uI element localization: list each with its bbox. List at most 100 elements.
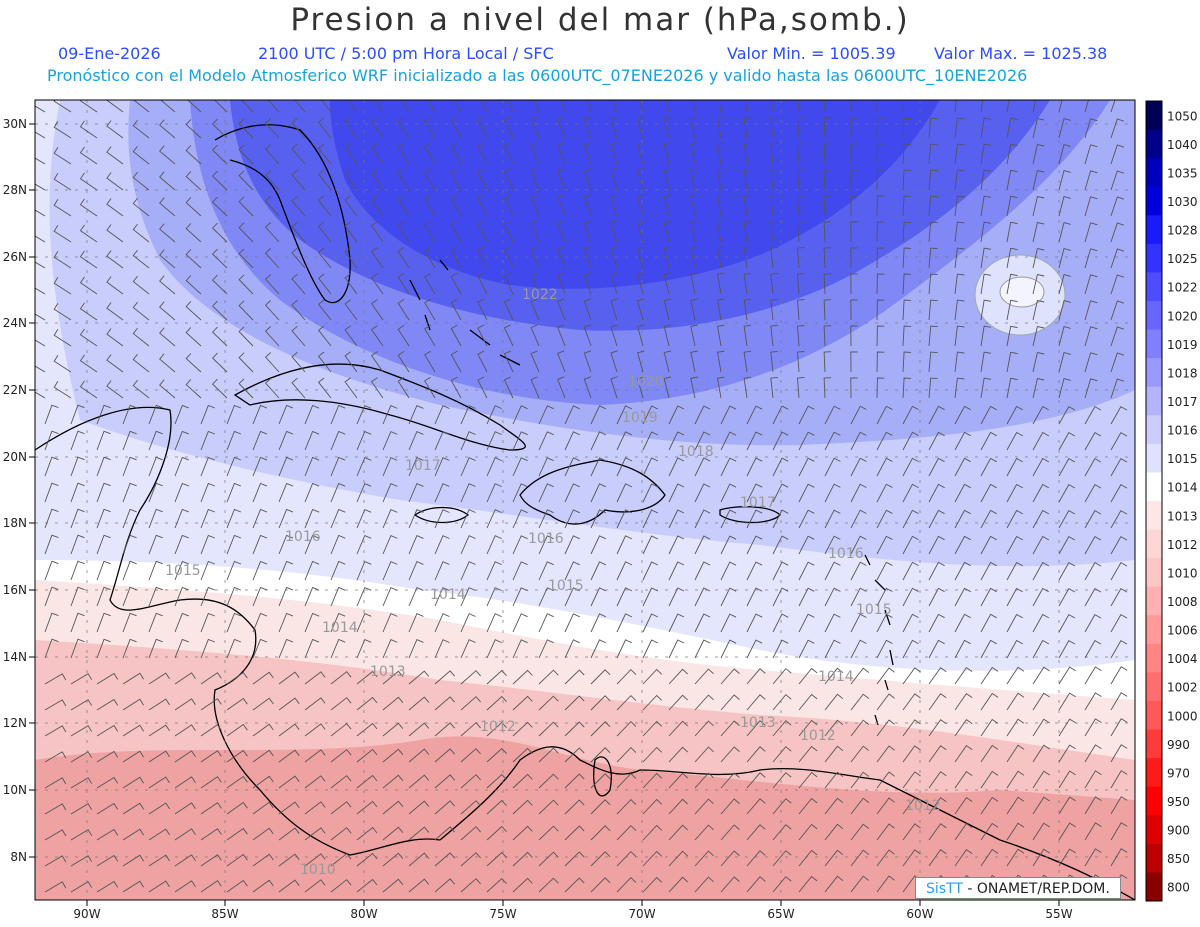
wind-barb bbox=[356, 483, 372, 503]
wind-barb bbox=[264, 274, 280, 295]
wind-barb bbox=[148, 750, 170, 763]
wind-barb bbox=[44, 699, 67, 711]
wind-barb bbox=[1006, 221, 1018, 243]
wind-barb bbox=[590, 561, 606, 581]
wind-barb bbox=[370, 221, 384, 243]
wind-barb bbox=[1032, 325, 1045, 347]
wind-barb bbox=[174, 698, 196, 711]
wind-barb bbox=[928, 613, 945, 633]
wind-barb bbox=[408, 826, 430, 841]
wind-barb bbox=[557, 246, 566, 269]
wind-barb bbox=[690, 376, 698, 399]
wind-barb bbox=[132, 145, 150, 165]
wind-barb bbox=[35, 313, 46, 321]
wind-barb bbox=[746, 720, 766, 737]
wind-barb bbox=[460, 613, 476, 633]
wind-barb bbox=[850, 405, 867, 425]
wind-barb bbox=[797, 325, 805, 347]
wind-barb bbox=[480, 100, 488, 113]
wind-barb bbox=[746, 824, 766, 841]
wind-barb bbox=[503, 246, 514, 269]
wind-barb bbox=[850, 117, 858, 139]
wind-barb bbox=[330, 534, 346, 555]
wind-barb bbox=[132, 353, 150, 373]
wind-barb bbox=[772, 850, 792, 867]
contour-label: 1016 bbox=[828, 546, 864, 562]
wind-barb bbox=[637, 350, 645, 373]
wind-barb bbox=[238, 378, 254, 399]
wind-barb bbox=[477, 220, 488, 243]
lake-maracaibo bbox=[593, 756, 612, 797]
wind-barb bbox=[356, 826, 378, 841]
wind-barb bbox=[1006, 639, 1024, 659]
wind-barb bbox=[720, 587, 737, 607]
wind-barb bbox=[928, 483, 945, 503]
legend-swatch bbox=[1146, 586, 1162, 616]
wind-barb bbox=[132, 327, 150, 347]
wind-barb bbox=[1058, 822, 1076, 841]
wind-barb bbox=[344, 221, 358, 243]
wind-barb bbox=[1006, 796, 1025, 815]
wind-barb bbox=[823, 169, 832, 191]
wind-barb bbox=[823, 117, 832, 139]
credit-box: SisTT - ONAMET/REP.DOM. bbox=[915, 877, 1121, 899]
wind-barb bbox=[1084, 639, 1102, 659]
wind-barb bbox=[610, 376, 618, 399]
wind-barb bbox=[530, 220, 540, 243]
wind-barb bbox=[1006, 692, 1025, 711]
wind-barb bbox=[694, 457, 711, 477]
wind-barb bbox=[902, 273, 912, 295]
wind-barb bbox=[1110, 274, 1125, 295]
wind-barb bbox=[954, 273, 965, 295]
wind-barb bbox=[477, 298, 488, 321]
wind-barb bbox=[79, 100, 98, 113]
wind-barb bbox=[486, 799, 507, 815]
wind-barb bbox=[902, 100, 905, 113]
wind-barb bbox=[590, 535, 606, 555]
wind-barb bbox=[824, 823, 844, 841]
wind-barb bbox=[980, 613, 997, 633]
wind-barb bbox=[408, 722, 430, 737]
wind-barb bbox=[264, 118, 280, 139]
wind-barb bbox=[1058, 118, 1071, 139]
wind-barb bbox=[824, 457, 841, 477]
wind-barb bbox=[35, 261, 46, 269]
wind-barb bbox=[980, 535, 997, 555]
wind-barb bbox=[503, 376, 514, 399]
wind-barb bbox=[434, 878, 456, 893]
wind-barb bbox=[106, 120, 124, 139]
wind-barb bbox=[1006, 457, 1024, 477]
wind-barb bbox=[122, 750, 144, 763]
wind-barb bbox=[434, 826, 456, 841]
wind-barb bbox=[317, 143, 332, 165]
wind-barb bbox=[477, 350, 488, 373]
wind-barb bbox=[1110, 100, 1116, 113]
lat-tick-label: 10N bbox=[3, 783, 27, 797]
wind-barb bbox=[226, 534, 242, 555]
wind-barb bbox=[512, 457, 528, 477]
wind-barb bbox=[850, 719, 870, 737]
wind-barb bbox=[538, 509, 554, 529]
wind-barb bbox=[226, 404, 242, 425]
wind-barb bbox=[291, 117, 306, 139]
wind-barb bbox=[304, 671, 326, 685]
legend-label: 1016 bbox=[1167, 424, 1198, 438]
wind-barb bbox=[264, 170, 280, 191]
wind-barb bbox=[824, 431, 841, 451]
wind-barb bbox=[477, 194, 488, 217]
wind-barb bbox=[460, 587, 476, 607]
wind-barb bbox=[1032, 299, 1045, 321]
wind-barb bbox=[460, 670, 481, 685]
wind-barb bbox=[252, 404, 268, 425]
wind-barb bbox=[616, 535, 633, 555]
lat-tick-label: 16N bbox=[3, 583, 27, 597]
wind-barb bbox=[746, 639, 763, 659]
wind-barb bbox=[902, 535, 919, 555]
wind-barb bbox=[798, 771, 818, 789]
wind-barb bbox=[70, 881, 93, 893]
wind-barb bbox=[226, 775, 248, 789]
wind-barb bbox=[122, 802, 144, 815]
wind-barb bbox=[616, 587, 633, 607]
wind-barb bbox=[1084, 118, 1098, 139]
wind-barb bbox=[876, 431, 893, 451]
